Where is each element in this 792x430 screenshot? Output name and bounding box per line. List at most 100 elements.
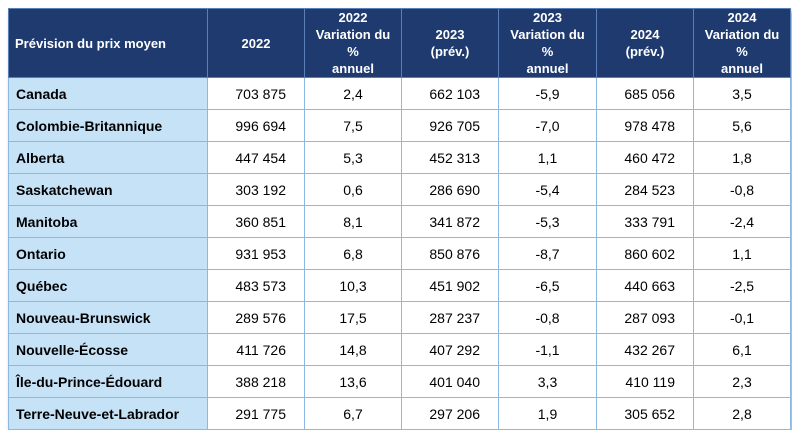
table-row: Alberta 447 454 5,3 452 313 1,1 460 472 … xyxy=(8,141,791,174)
price-2024: 685 056 xyxy=(596,77,694,110)
region-name: Saskatchewan xyxy=(8,173,208,206)
header-2022-change-label: Variation du % xyxy=(315,27,391,59)
change-2022: 10,3 xyxy=(304,269,402,302)
price-2023: 287 237 xyxy=(401,301,499,334)
change-2023: -8,7 xyxy=(498,237,597,270)
header-2022: 2022 xyxy=(207,8,305,78)
price-2023: 452 313 xyxy=(401,141,499,174)
price-2023: 286 690 xyxy=(401,173,499,206)
change-2024: 3,5 xyxy=(693,77,791,110)
price-2022: 291 775 xyxy=(207,397,305,430)
header-2024: 2024 (prév.) xyxy=(596,8,694,78)
header-2024-year: 2024 xyxy=(630,27,660,42)
region-name: Manitoba xyxy=(8,205,208,238)
price-2022: 483 573 xyxy=(207,269,305,302)
table-row: Canada 703 875 2,4 662 103 -5,9 685 056 … xyxy=(8,77,791,110)
change-2022: 7,5 xyxy=(304,109,402,142)
region-name: Nouveau-Brunswick xyxy=(8,301,208,334)
change-2022: 14,8 xyxy=(304,333,402,366)
change-2023: 1,9 xyxy=(498,397,597,430)
change-2022: 13,6 xyxy=(304,365,402,398)
price-2024: 978 478 xyxy=(596,109,694,142)
header-2024-forecast-label: (prév.) xyxy=(625,44,665,59)
price-2023: 451 902 xyxy=(401,269,499,302)
change-2024: 2,8 xyxy=(693,397,791,430)
price-2024: 333 791 xyxy=(596,205,694,238)
table-row: Saskatchewan 303 192 0,6 286 690 -5,4 28… xyxy=(8,173,791,206)
change-2024: 6,1 xyxy=(693,333,791,366)
price-2022: 388 218 xyxy=(207,365,305,398)
price-2023: 407 292 xyxy=(401,333,499,366)
price-2023: 341 872 xyxy=(401,205,499,238)
header-2023: 2023 (prév.) xyxy=(401,8,499,78)
change-2022: 5,3 xyxy=(304,141,402,174)
change-2024: 5,6 xyxy=(693,109,791,142)
price-2022: 360 851 xyxy=(207,205,305,238)
region-name: Ontario xyxy=(8,237,208,270)
change-2023: 1,1 xyxy=(498,141,597,174)
header-2023-change-label: Variation du % xyxy=(510,27,585,59)
price-2023: 401 040 xyxy=(401,365,499,398)
price-2023: 926 705 xyxy=(401,109,499,142)
header-2023-year: 2023 xyxy=(435,27,465,42)
change-2022: 8,1 xyxy=(304,205,402,238)
header-2023-change-year: 2023 xyxy=(533,10,562,25)
header-2023-change-label-2: annuel xyxy=(526,61,569,76)
change-2024: -0,8 xyxy=(693,173,791,206)
price-2024: 432 267 xyxy=(596,333,694,366)
change-2023: -6,5 xyxy=(498,269,597,302)
price-2022: 411 726 xyxy=(207,333,305,366)
price-2022: 289 576 xyxy=(207,301,305,334)
table-row: Manitoba 360 851 8,1 341 872 -5,3 333 79… xyxy=(8,205,791,238)
price-2022: 703 875 xyxy=(207,77,305,110)
change-2024: 2,3 xyxy=(693,365,791,398)
region-name: Colombie-Britannique xyxy=(8,109,208,142)
table-row: Terre-Neuve-et-Labrador 291 775 6,7 297 … xyxy=(8,397,791,430)
table-row: Nouveau-Brunswick 289 576 17,5 287 237 -… xyxy=(8,301,791,334)
price-2023: 850 876 xyxy=(401,237,499,270)
change-2022: 0,6 xyxy=(304,173,402,206)
change-2022: 6,7 xyxy=(304,397,402,430)
change-2023: -5,9 xyxy=(498,77,597,110)
table-row: Colombie-Britannique 996 694 7,5 926 705… xyxy=(8,109,791,142)
price-2022: 447 454 xyxy=(207,141,305,174)
change-2024: 1,8 xyxy=(693,141,791,174)
table-row: Québec 483 573 10,3 451 902 -6,5 440 663… xyxy=(8,269,791,302)
header-2022-change: 2022 Variation du % annuel xyxy=(304,8,402,78)
change-2022: 2,4 xyxy=(304,77,402,110)
table-row: Île-du-Prince-Édouard 388 218 13,6 401 0… xyxy=(8,365,791,398)
table-row: Ontario 931 953 6,8 850 876 -8,7 860 602… xyxy=(8,237,791,270)
change-2024: -2,4 xyxy=(693,205,791,238)
region-name: Nouvelle-Écosse xyxy=(8,333,208,366)
change-2023: -7,0 xyxy=(498,109,597,142)
table-row: Nouvelle-Écosse 411 726 14,8 407 292 -1,… xyxy=(8,333,791,366)
change-2022: 6,8 xyxy=(304,237,402,270)
change-2024: -2,5 xyxy=(693,269,791,302)
price-2023: 297 206 xyxy=(401,397,499,430)
price-2024: 410 119 xyxy=(596,365,694,398)
region-name: Canada xyxy=(8,77,208,110)
price-forecast-table-container: Prévision du prix moyen 2022 2022 Variat… xyxy=(8,8,791,430)
change-2024: 1,1 xyxy=(693,237,791,270)
header-2022-label: 2022 xyxy=(241,35,271,51)
price-2024: 460 472 xyxy=(596,141,694,174)
change-2023: -5,4 xyxy=(498,173,597,206)
price-2024: 440 663 xyxy=(596,269,694,302)
header-2024-change: 2024 Variation du % annuel xyxy=(693,8,791,78)
price-2022: 996 694 xyxy=(207,109,305,142)
change-2023: -1,1 xyxy=(498,333,597,366)
price-2022: 303 192 xyxy=(207,173,305,206)
change-2023: -0,8 xyxy=(498,301,597,334)
price-2024: 860 602 xyxy=(596,237,694,270)
header-2024-change-label-2: annuel xyxy=(721,61,763,76)
header-region-label: Prévision du prix moyen xyxy=(15,35,166,51)
region-name: Québec xyxy=(8,269,208,302)
region-name: Alberta xyxy=(8,141,208,174)
change-2024: -0,1 xyxy=(693,301,791,334)
header-2024-change-year: 2024 xyxy=(727,10,757,25)
price-2024: 287 093 xyxy=(596,301,694,334)
header-2022-change-year: 2022 xyxy=(338,10,368,25)
change-2023: 3,3 xyxy=(498,365,597,398)
price-2022: 931 953 xyxy=(207,237,305,270)
price-forecast-table: Prévision du prix moyen 2022 2022 Variat… xyxy=(8,8,791,430)
